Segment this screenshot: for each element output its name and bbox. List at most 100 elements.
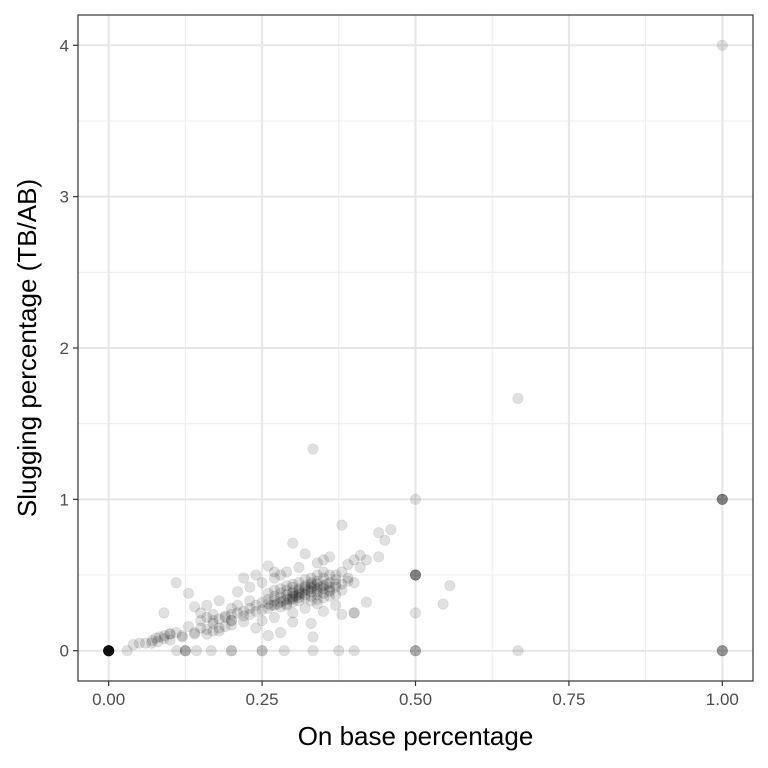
data-point [207,614,219,626]
data-point [213,595,225,607]
data-point [195,614,207,626]
data-point [287,616,299,628]
data-point [379,534,391,546]
data-point [716,493,728,505]
data-point [179,645,191,657]
data-point [225,619,237,631]
data-point [225,608,237,620]
data-point [293,595,305,607]
data-point [268,595,280,607]
data-point [274,583,286,595]
data-point [274,596,286,608]
data-point [512,645,524,657]
data-point [103,645,115,657]
data-point [324,590,336,602]
data-point [330,574,342,586]
data-point [281,599,293,611]
data-point [293,587,305,599]
data-point [207,625,219,637]
data-point [146,635,158,647]
data-point [225,602,237,614]
data-point [716,645,728,657]
data-point [302,584,314,596]
data-point [342,572,354,584]
data-point [305,577,317,589]
data-point [213,625,225,637]
data-point [179,645,191,657]
data-point [274,587,286,599]
data-point [232,607,244,619]
data-point [317,592,329,604]
data-point [262,598,274,610]
data-point [342,558,354,570]
data-point [281,580,293,592]
data-point [354,561,366,573]
x-axis-title: On base percentage [298,721,534,751]
data-point [311,578,323,590]
data-point [238,572,250,584]
data-point [201,628,213,640]
data-point [268,584,280,596]
data-point [281,584,293,596]
data-point [103,645,115,657]
data-point [354,549,366,561]
data-point [225,645,237,657]
data-point [121,645,133,657]
data-point [287,586,299,598]
data-point [219,611,231,623]
data-point [716,493,728,505]
data-point [287,581,299,593]
data-point [305,583,317,595]
data-point [409,645,421,657]
data-point [201,599,213,611]
data-point [103,645,115,657]
data-point [262,602,274,614]
data-point [409,569,421,581]
data-point [307,443,319,455]
data-point [311,598,323,610]
data-point [262,587,274,599]
data-point [287,578,299,590]
data-point [103,645,115,657]
y-tick-label: 4 [60,36,69,55]
data-point [305,590,317,602]
data-point [103,645,115,657]
data-point [409,569,421,581]
data-point [281,566,293,578]
data-point [311,593,323,605]
data-point [299,580,311,592]
data-point [250,622,262,634]
data-point [256,645,268,657]
data-point [409,569,421,581]
data-point [317,605,329,617]
data-point [103,645,115,657]
data-point [154,631,166,643]
data-point [409,493,421,505]
data-point [232,599,244,611]
data-point [311,583,323,595]
data-point [287,537,299,549]
data-point [238,605,250,617]
data-point [219,621,231,633]
data-point [512,392,524,404]
data-point [324,584,336,596]
data-point [182,621,194,633]
data-point [321,578,333,590]
data-point [103,645,115,657]
data-point [330,589,342,601]
data-point [348,607,360,619]
data-point [324,551,336,563]
data-point [409,569,421,581]
data-point [336,519,348,531]
data-point [201,624,213,636]
data-point [305,572,317,584]
data-point [164,628,176,640]
data-point [330,569,342,581]
data-point [140,637,152,649]
data-point [250,569,262,581]
data-point [409,645,421,657]
data-point [385,524,397,536]
data-point [305,595,317,607]
data-point [716,493,728,505]
data-point [103,645,115,657]
